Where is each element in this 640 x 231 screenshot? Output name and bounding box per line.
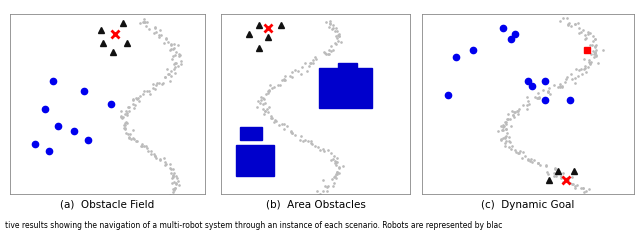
Text: (a)  Obstacle Field: (a) Obstacle Field xyxy=(60,200,154,210)
Bar xyxy=(239,127,262,140)
Text: (b)  Area Obstacles: (b) Area Obstacles xyxy=(266,200,365,210)
Text: tive results showing the navigation of a multi-robot system through an instance : tive results showing the navigation of a… xyxy=(5,221,502,230)
Bar xyxy=(319,68,372,108)
Text: (c)  Dynamic Goal: (c) Dynamic Goal xyxy=(481,200,575,210)
Bar xyxy=(338,63,356,72)
Bar xyxy=(236,145,274,176)
